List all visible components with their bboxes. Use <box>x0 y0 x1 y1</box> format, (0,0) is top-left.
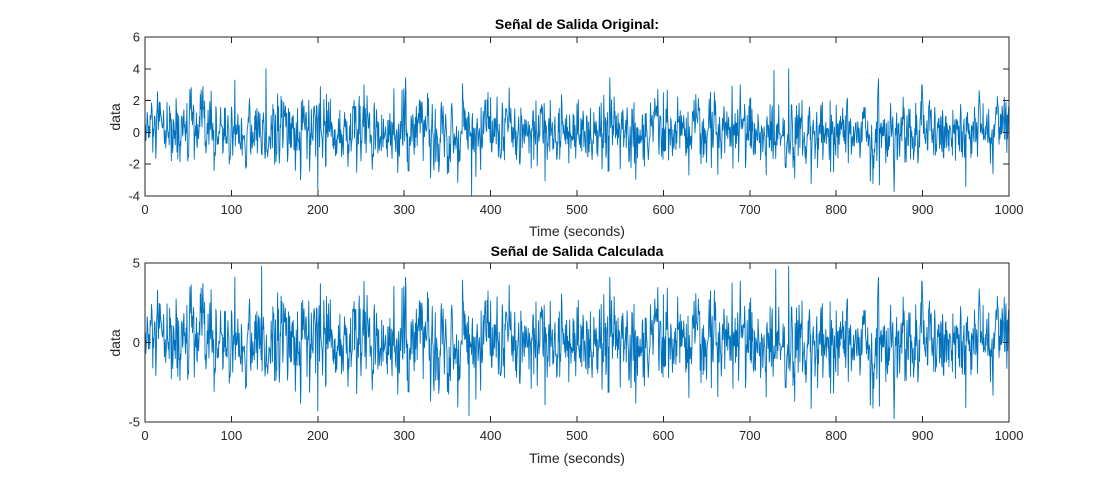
axes-original-xtick-label: 700 <box>739 202 761 217</box>
axes-original-series-line <box>144 68 1010 197</box>
axes-calculated[interactable]: Señal de Salida Calculada Time (seconds)… <box>107 243 1023 466</box>
axes-original-xtick-label: 400 <box>480 202 502 217</box>
axes-calculated-xtick-label: 100 <box>221 428 243 443</box>
axes-original-xtick-label: 300 <box>393 202 415 217</box>
axes-calculated-xtick-label: 400 <box>480 428 502 443</box>
axes-original-ytick-label: 0 <box>133 125 140 140</box>
axes-original-xtick-label: 1000 <box>995 202 1024 217</box>
axes-original-xtick-label: 600 <box>653 202 675 217</box>
axes-calculated-ylabel: data <box>107 329 123 356</box>
axes-calculated-xtick-label: 300 <box>393 428 415 443</box>
axes-original-ytick-label: 4 <box>133 61 140 76</box>
axes-original-ytick-label: -2 <box>128 157 140 172</box>
axes-calculated-xtick-label: 1000 <box>995 428 1024 443</box>
axes-calculated-xtick-label: 600 <box>653 428 675 443</box>
axes-original-xtick-label: 900 <box>912 202 934 217</box>
axes-calculated-xtick-label: 800 <box>825 428 847 443</box>
axes-original-ytick-label: 2 <box>133 93 140 108</box>
axes-original-xlabel: Time (seconds) <box>529 223 625 239</box>
axes-calculated-xtick-label: 900 <box>912 428 934 443</box>
axes-original-ytick-label: -4 <box>128 189 140 204</box>
axes-original-xtick-label: 200 <box>307 202 329 217</box>
axes-calculated-xtick-label: 500 <box>566 428 588 443</box>
axes-original[interactable]: Señal de Salida Original: Time (seconds)… <box>107 16 1023 239</box>
axes-calculated-xtick-label: 0 <box>141 428 148 443</box>
axes-calculated-ytick-label: 5 <box>133 256 140 271</box>
axes-calculated-ytick-label: -5 <box>128 415 140 430</box>
axes-original-ylabel: data <box>107 103 123 130</box>
axes-calculated-ytick-label: 0 <box>133 335 140 350</box>
axes-calculated-xtick-label: 700 <box>739 428 761 443</box>
axes-original-title: Señal de Salida Original: <box>495 16 659 32</box>
axes-calculated-xlabel: Time (seconds) <box>529 450 625 466</box>
axes-calculated-title: Señal de Salida Calculada <box>491 243 664 259</box>
axes-original-ytick-label: 6 <box>133 30 140 45</box>
axes-original-xtick-label: 0 <box>141 202 148 217</box>
axes-calculated-xtick-label: 200 <box>307 428 329 443</box>
axes-original-xtick-label: 500 <box>566 202 588 217</box>
axes-original-xtick-label: 800 <box>825 202 847 217</box>
axes-original-xtick-label: 100 <box>221 202 243 217</box>
axes-calculated-series-line <box>144 265 1010 420</box>
